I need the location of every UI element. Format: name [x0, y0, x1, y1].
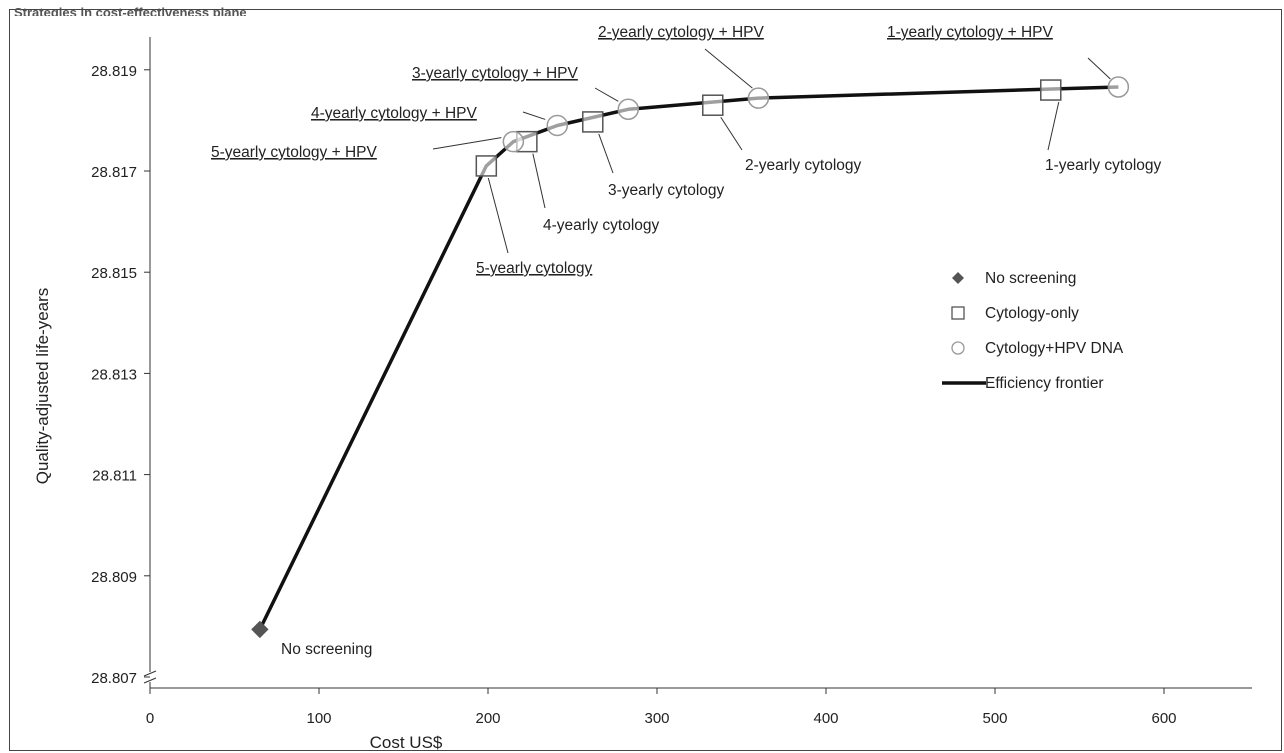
- point-label: 2-yearly cytology: [745, 157, 862, 174]
- y-tick-label: 28.811: [92, 468, 137, 485]
- annotation-leaders: [432, 48, 1111, 254]
- circle-point: [546, 114, 569, 137]
- square-point: [475, 155, 498, 177]
- leader-line: [432, 137, 502, 150]
- square-point: [1040, 79, 1062, 101]
- diamond-point: [251, 620, 269, 639]
- legend-label: No screening: [985, 270, 1076, 287]
- point-label: 1-yearly cytology: [1045, 157, 1162, 174]
- circle-point: [1107, 76, 1130, 98]
- point-label: 2-yearly cytology + HPV: [598, 24, 764, 41]
- point-label: 4-yearly cytology + HPV: [311, 105, 477, 122]
- leader-line: [1087, 57, 1111, 80]
- x-tick-label: 600: [1151, 710, 1176, 727]
- x-axis-label: Cost US$: [370, 733, 443, 752]
- leader-line: [532, 153, 546, 209]
- square-point: [582, 111, 604, 133]
- legend-label: Efficiency frontier: [985, 375, 1104, 392]
- y-axis-label: Quality-adjusted life-years: [33, 288, 52, 485]
- y-tick-label: 28.815: [91, 265, 137, 282]
- chart-title-cropped: Strategies in cost-effectiveness plane: [14, 5, 247, 16]
- circle-point: [617, 98, 640, 121]
- x-tick-label: 0: [146, 710, 154, 727]
- y-tick-label: 28.819: [91, 63, 137, 80]
- y-tick-label: 28.813: [91, 366, 137, 383]
- data-points: [251, 76, 1130, 639]
- y-tick-label: 28.807: [91, 670, 137, 687]
- axis-break-mark: [143, 677, 157, 684]
- legend-diamond-swatch: [952, 272, 964, 284]
- leader-line: [594, 87, 619, 102]
- x-tick-label: 400: [813, 710, 838, 727]
- point-label: 4-yearly cytology: [543, 217, 660, 234]
- efficiency-frontier: [258, 85, 1119, 631]
- leader-line: [704, 48, 753, 89]
- x-tick-label: 200: [475, 710, 500, 727]
- point-label: 3-yearly cytology: [608, 182, 725, 199]
- leader-line: [487, 177, 509, 254]
- efficiency-frontier-line: [258, 85, 1119, 631]
- legend-label: Cytology+HPV DNA: [985, 340, 1124, 357]
- point-label: No screening: [281, 641, 372, 658]
- square-point: [702, 94, 724, 116]
- leader-line: [1047, 101, 1060, 151]
- legend-label: Cytology-only: [985, 305, 1079, 322]
- point-label: 5-yearly cytology + HPV: [211, 144, 377, 161]
- point-label: 3-yearly cytology + HPV: [412, 65, 578, 82]
- leader-line: [720, 116, 743, 151]
- legend-square-swatch: [951, 306, 965, 320]
- point-label: 5-yearly cytology: [476, 260, 593, 277]
- circle-point: [747, 87, 770, 109]
- y-tick-label: 28.817: [91, 164, 137, 181]
- leader-line: [598, 133, 614, 174]
- legend: No screening Cytology-only Cytology+HPV DN…: [942, 270, 1124, 392]
- leader-line: [522, 111, 546, 120]
- x-tick-label: 100: [306, 710, 331, 727]
- point-label: 1-yearly cytology + HPV: [887, 24, 1053, 41]
- chart-frame: Strategies in cost-effectiveness plane: [9, 5, 1282, 751]
- circle-point: [502, 130, 525, 153]
- legend-circle-swatch: [951, 341, 965, 355]
- axes: 28.807 28.809 28.811 28.813 28.815 28.817 28.8…: [91, 37, 1252, 727]
- x-tick-label: 500: [982, 710, 1007, 727]
- axis-break-mark: [143, 670, 157, 677]
- x-tick-label: 300: [644, 710, 669, 727]
- y-tick-label: 28.809: [91, 569, 137, 586]
- point-labels: No screening 5-yearly cytology 4-yearly cy…: [211, 24, 1162, 658]
